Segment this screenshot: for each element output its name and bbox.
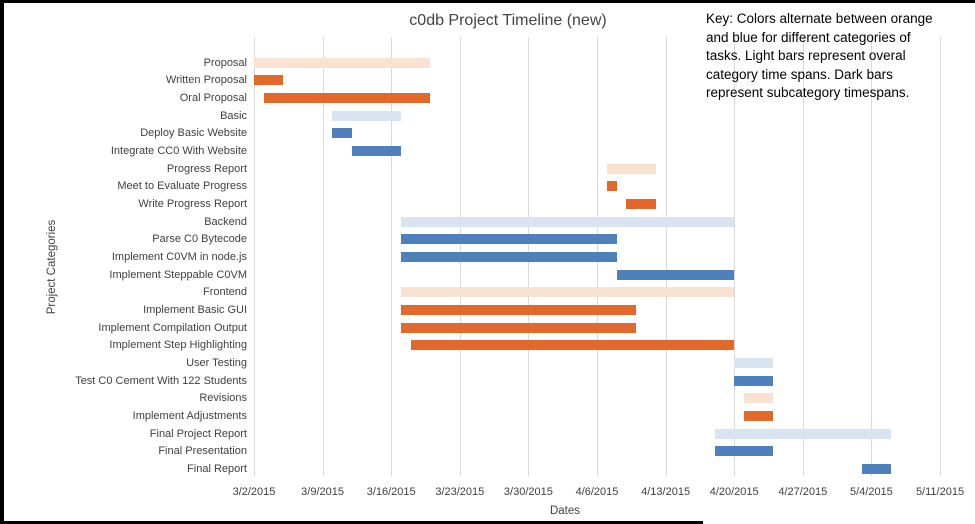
category-label: Implement Adjustments: [132, 410, 247, 423]
gridline: [665, 37, 667, 476]
gantt-bar-subcategory: [263, 92, 431, 103]
gantt-bar-subcategory: [332, 128, 352, 139]
x-tick-label: 3/23/2015: [435, 486, 485, 498]
category-label: Write Progress Report: [138, 197, 247, 210]
gridline: [391, 37, 393, 476]
x-tick-label: 4/27/2015: [778, 486, 828, 498]
gantt-bar-subcategory: [401, 251, 617, 262]
x-tick-label: 5/4/2015: [849, 486, 893, 498]
category-label: Deploy Basic Website: [140, 127, 247, 140]
gantt-bar-subcategory: [744, 411, 774, 422]
gantt-bar-subcategory: [861, 464, 891, 475]
y-axis-line: [254, 37, 255, 476]
category-label: Proposal: [203, 56, 247, 69]
gantt-bar-category: [606, 163, 656, 174]
gantt-bar-subcategory: [254, 75, 284, 86]
gantt-bar-subcategory: [401, 322, 637, 333]
key-legend-text: Key: Colors alternate between orange and…: [706, 11, 933, 101]
x-tick-label: 4/6/2015: [575, 486, 619, 498]
gantt-bar-category: [332, 110, 401, 121]
gridline: [871, 37, 873, 476]
gantt-bar-subcategory: [410, 340, 735, 351]
gantt-bar-category: [401, 287, 735, 298]
category-label: Frontend: [202, 286, 247, 299]
x-axis-title: Dates: [549, 505, 581, 517]
x-tick-label: 3/9/2015: [301, 486, 345, 498]
gantt-bar-subcategory: [616, 269, 735, 280]
category-label: Integrate CC0 With Website: [110, 144, 247, 157]
gridline: [802, 37, 804, 476]
category-label: Progress Report: [166, 162, 247, 175]
gantt-bar-subcategory: [401, 234, 617, 245]
gantt-bar-subcategory: [626, 198, 656, 209]
category-label: Oral Proposal: [179, 91, 247, 104]
x-tick-label: 4/13/2015: [641, 486, 691, 498]
category-label: Final Report: [187, 463, 247, 476]
category-label: Revisions: [199, 392, 247, 405]
category-label: Test C0 Cement With 122 Students: [75, 374, 247, 387]
category-label: Written Proposal: [165, 74, 247, 87]
gantt-bar-subcategory: [606, 181, 617, 192]
category-label: User Testing: [186, 357, 247, 370]
gantt-bar-subcategory: [714, 446, 774, 457]
gantt-bar-category: [744, 393, 774, 404]
category-label: Backend: [204, 215, 247, 228]
category-label: Parse C0 Bytecode: [152, 233, 247, 246]
gridline: [940, 37, 941, 476]
gridline: [322, 37, 324, 476]
category-label: Basic: [220, 109, 247, 122]
x-tick-label: 4/20/2015: [709, 486, 759, 498]
x-tick-label: 3/2/2015: [232, 486, 276, 498]
gantt-bar-category: [254, 57, 431, 68]
category-label: Implement Basic GUI: [143, 304, 247, 317]
category-label: Implement Step Highlighting: [109, 339, 247, 352]
category-label: Final Project Report: [149, 427, 247, 440]
screen-edge-top: [0, 0, 975, 3]
category-label: Implement Steppable C0VM: [109, 268, 247, 281]
screen-edge-bottom: [0, 521, 703, 524]
gantt-bar-category: [734, 358, 774, 369]
gantt-bar-category: [401, 216, 735, 227]
gridline: [734, 37, 736, 476]
category-label: Final Presentation: [158, 445, 247, 458]
category-label: Meet to Evaluate Progress: [117, 180, 247, 193]
category-label: Implement Compilation Output: [98, 321, 247, 334]
screen-edge-left: [0, 0, 4, 524]
x-tick-label: 3/16/2015: [366, 486, 416, 498]
x-tick-label: 3/30/2015: [503, 486, 553, 498]
category-label: Implement C0VM in node.js: [111, 250, 247, 263]
gantt-bar-category: [714, 428, 891, 439]
gantt-bar-subcategory: [352, 145, 401, 156]
gantt-bar-subcategory: [734, 375, 774, 386]
x-tick-label: 5/11/2015: [915, 486, 965, 498]
gantt-bar-subcategory: [401, 305, 637, 316]
chart-title: c0db Project Timeline (new): [409, 12, 607, 29]
